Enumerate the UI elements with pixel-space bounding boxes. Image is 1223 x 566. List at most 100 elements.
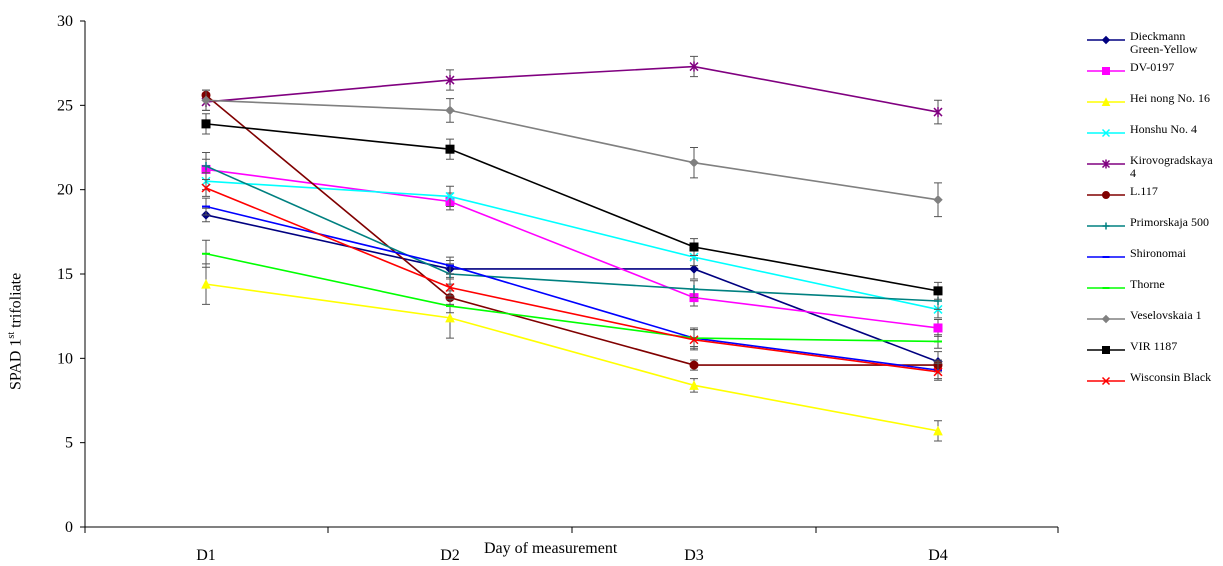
data-point: [445, 105, 455, 116]
legend-item: Thorne: [1085, 278, 1220, 309]
legend-swatch: [1087, 256, 1125, 258]
series-group: [201, 113, 943, 300]
chart-axes: 0 5 10 15 20 25 30 D1 D2 D3 D4: [57, 13, 1059, 564]
data-point: [1101, 97, 1111, 106]
legend-item: Honshu No. 4: [1085, 123, 1220, 154]
series-group: [201, 89, 943, 371]
x-tick-label: D4: [928, 547, 948, 564]
legend-swatch: [1087, 67, 1125, 75]
series-line: [205, 205, 939, 371]
legend-swatch: [1087, 35, 1125, 45]
legend-item: Primorskaja 500: [1085, 216, 1220, 247]
legend-item: VIR 1187: [1085, 340, 1220, 371]
legend-swatch: [1087, 376, 1125, 386]
y-tick-label: 5: [65, 435, 73, 452]
data-point: [201, 183, 211, 193]
data-point: [689, 242, 699, 252]
x-axis-label: Day of measurement: [484, 540, 618, 557]
y-tick-label: 30: [57, 13, 73, 30]
legend-label: Wisconsin Black: [1130, 370, 1212, 384]
data-point: [933, 323, 943, 333]
data-point: [933, 367, 943, 377]
data-point: [445, 282, 455, 293]
y-axis-label-wrap: SPAD 1st trifoliate: [6, 160, 30, 460]
data-point: [933, 195, 943, 205]
data-point: [201, 119, 211, 129]
data-point: [933, 425, 943, 436]
legend-label: Kirovogradskaya 4: [1130, 153, 1213, 180]
data-point: [1102, 222, 1110, 230]
legend-item: DV-0197: [1085, 61, 1220, 92]
data-point: [445, 312, 455, 323]
y-axis-label-sup: st: [6, 331, 17, 339]
data-point: [445, 75, 455, 86]
y-tick-label: 20: [57, 182, 73, 199]
legend-item: Shironomai: [1085, 247, 1220, 278]
legend-item: Kirovogradskaya 4: [1085, 154, 1220, 185]
chart-legend: Dieckmann Green-Yellow DV-0197 Hei nong No…: [1085, 30, 1220, 402]
data-point: [1101, 128, 1111, 138]
data-point: [1102, 346, 1110, 354]
data-point: [689, 335, 699, 345]
y-axis-label: SPAD 1st trifoliate: [6, 273, 25, 390]
data-point: [933, 107, 943, 118]
data-point: [689, 360, 699, 370]
data-point: [1102, 191, 1110, 199]
series-layer: [201, 55, 943, 442]
data-point: [689, 380, 699, 390]
legend-item: L.117: [1085, 185, 1220, 216]
legend-label: Thorne: [1130, 277, 1165, 291]
series-group: [201, 89, 943, 218]
series-line: [205, 283, 939, 432]
data-point: [1102, 67, 1110, 75]
legend-label: Shironomai: [1130, 246, 1186, 260]
y-tick-label: 25: [57, 97, 73, 114]
series-line: [205, 165, 939, 302]
series-group: [201, 263, 943, 442]
y-axis-label-tail: trifoliate: [7, 272, 25, 332]
legend-swatch: [1087, 97, 1125, 106]
series-group: [201, 55, 943, 125]
series-line: [205, 252, 939, 343]
legend-item: Dieckmann Green-Yellow: [1085, 30, 1220, 61]
data-point: [689, 61, 699, 72]
data-point: [689, 157, 699, 168]
data-point: [689, 252, 699, 262]
x-tick-label: D1: [196, 547, 216, 564]
series-line: [205, 214, 939, 363]
y-tick-label: 10: [57, 350, 73, 367]
legend-swatch: [1087, 314, 1125, 324]
series-line: [205, 180, 939, 311]
data-point: [445, 144, 455, 154]
data-point: [1101, 376, 1111, 386]
legend-item: Wisconsin Black: [1085, 371, 1220, 402]
y-tick-label: 15: [57, 266, 73, 283]
series-group: [201, 179, 943, 381]
legend-swatch: [1087, 159, 1125, 169]
legend-label: Honshu No. 4: [1130, 122, 1198, 136]
series-group: [201, 158, 943, 337]
series-line: [205, 168, 939, 329]
data-point: [1101, 314, 1111, 324]
legend-swatch: [1087, 346, 1125, 354]
data-point: [689, 264, 699, 274]
x-tick-label: D3: [684, 547, 704, 564]
legend-swatch: [1087, 128, 1125, 138]
data-point: [1101, 35, 1111, 45]
y-tick-label: 0: [65, 519, 73, 536]
legend-swatch: [1087, 191, 1125, 199]
series-line: [205, 99, 939, 201]
legend-label: L.117: [1130, 184, 1158, 198]
legend-label: Primorskaja 500: [1130, 215, 1209, 229]
data-point: [445, 191, 455, 201]
series-line: [205, 187, 939, 373]
legend-swatch: [1087, 222, 1125, 230]
legend-label: Dieckmann Green-Yellow: [1130, 29, 1198, 56]
data-point: [933, 286, 943, 296]
legend-swatch: [1087, 287, 1125, 289]
x-tick-label: D2: [440, 547, 460, 564]
legend-item: Veselovskaia 1: [1085, 309, 1220, 340]
series-line: [205, 123, 939, 292]
legend-label: Hei nong No. 16: [1130, 91, 1210, 105]
